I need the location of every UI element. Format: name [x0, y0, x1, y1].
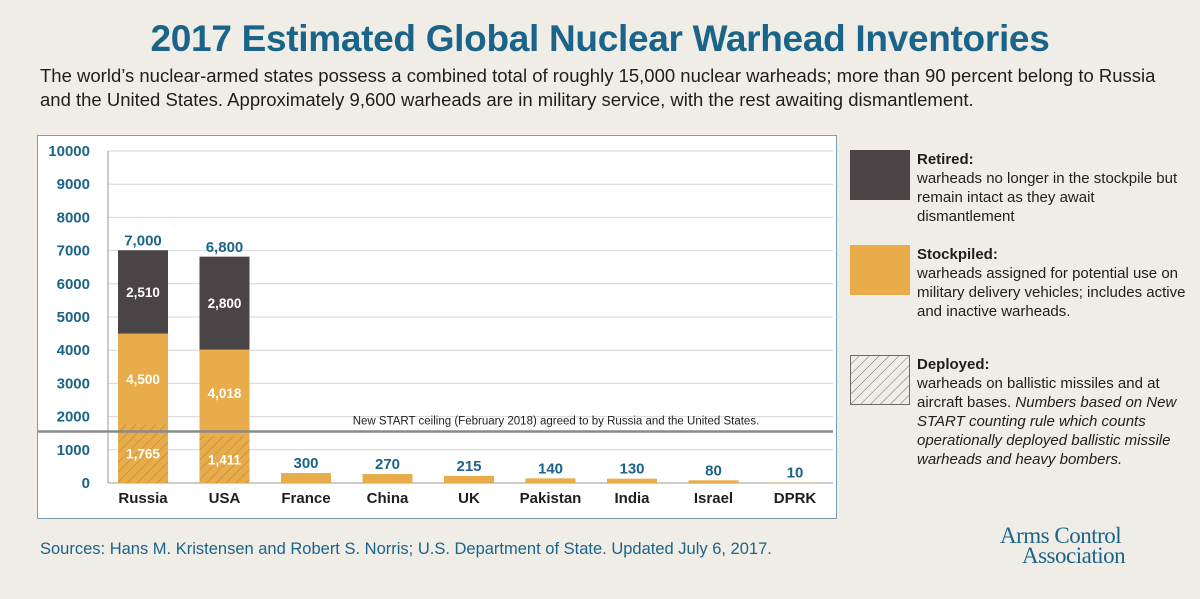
total-value-label: 80	[705, 462, 722, 479]
bar-stockpiled	[607, 478, 657, 483]
x-category-label: France	[281, 490, 330, 507]
x-category-label: Israel	[694, 490, 733, 507]
total-value-label: 6,800	[206, 239, 244, 256]
sources-note: Sources: Hans M. Kristensen and Robert S…	[40, 540, 772, 558]
retired-value-label: 2,510	[126, 285, 160, 300]
x-category-label: Pakistan	[520, 490, 582, 507]
x-category-label: UK	[458, 490, 480, 507]
chart-subtitle: The world’s nuclear-armed states possess…	[40, 65, 1156, 110]
legend-swatch-retired	[850, 150, 910, 200]
legend-title-deployed: Deployed:	[917, 356, 990, 373]
new-start-ceiling-label: New START ceiling (February 2018) agreed…	[353, 416, 760, 428]
legend-item-retired: Retired: warheads no longer in the stock…	[850, 150, 1190, 230]
legend-item-stockpiled: Stockpiled: warheads assigned for potent…	[850, 245, 1190, 345]
y-tick-label: 3000	[57, 375, 90, 392]
legend-text-retired: warheads no longer in the stockpile but …	[917, 170, 1178, 225]
bar-stockpiled	[444, 475, 494, 483]
total-value-label: 215	[456, 458, 481, 475]
chart-title: 2017 Estimated Global Nuclear Warhead In…	[150, 18, 1050, 59]
total-value-label: 270	[375, 456, 400, 473]
x-category-label: Russia	[118, 490, 168, 507]
total-value-label: 7,000	[124, 233, 162, 250]
x-category-label: DPRK	[774, 490, 817, 507]
y-tick-label: 7000	[57, 243, 90, 260]
bar-stockpiled	[281, 473, 331, 483]
bar-deployed-overlay	[199, 436, 250, 483]
chart-area: New START ceiling (February 2018) agreed…	[37, 135, 837, 519]
bar-deployed-overlay	[118, 424, 168, 483]
legend-text-stockpiled: warheads assigned for potential use on m…	[917, 265, 1186, 320]
y-tick-label: 10000	[48, 143, 90, 160]
logo-line-1: Arms Control	[1000, 523, 1122, 548]
legend-item-deployed: Deployed: warheads on ballistic missiles…	[850, 355, 1190, 495]
logo-line-2: Association	[1022, 543, 1126, 568]
bar-stockpiled	[688, 480, 739, 483]
legend-note-deployed: Numbers based on New START counting rule…	[917, 394, 1177, 468]
legend-title-retired: Retired:	[917, 151, 974, 168]
legend-title-stockpiled: Stockpiled:	[917, 246, 998, 263]
legend-swatch-stockpiled	[850, 245, 910, 295]
bar-retired	[118, 250, 168, 334]
y-tick-label: 8000	[57, 209, 90, 226]
bar-retired	[199, 256, 250, 350]
y-tick-label: 6000	[57, 276, 90, 293]
y-tick-label: 0	[82, 475, 90, 492]
x-category-label: India	[614, 490, 650, 507]
y-tick-label: 4000	[57, 342, 90, 359]
arms-control-association-logo: Arms Control Association	[1000, 523, 1185, 568]
deployed-value-label: 1,411	[208, 453, 242, 468]
total-value-label: 10	[787, 465, 804, 482]
x-category-label: USA	[209, 490, 241, 507]
x-category-label: China	[367, 490, 409, 507]
total-value-label: 140	[538, 460, 563, 477]
bar-stockpiled	[525, 478, 576, 483]
legend-text-deployed: warheads on ballistic missiles and at ai…	[917, 375, 1160, 411]
y-tick-label: 1000	[57, 442, 90, 459]
legend-swatch-deployed	[850, 355, 910, 405]
total-value-label: 130	[619, 461, 644, 478]
y-tick-label: 5000	[57, 309, 90, 326]
y-tick-label: 2000	[57, 409, 90, 426]
retired-value-label: 2,800	[208, 296, 242, 311]
deployed-value-label: 1,765	[126, 447, 160, 462]
bar-chart: New START ceiling (February 2018) agreed…	[38, 143, 833, 507]
stockpiled-value-label: 4,500	[126, 372, 160, 387]
stockpiled-value-label: 4,018	[208, 386, 242, 401]
bar-stockpiled	[362, 474, 413, 483]
y-tick-label: 9000	[57, 176, 90, 193]
total-value-label: 300	[293, 455, 318, 472]
